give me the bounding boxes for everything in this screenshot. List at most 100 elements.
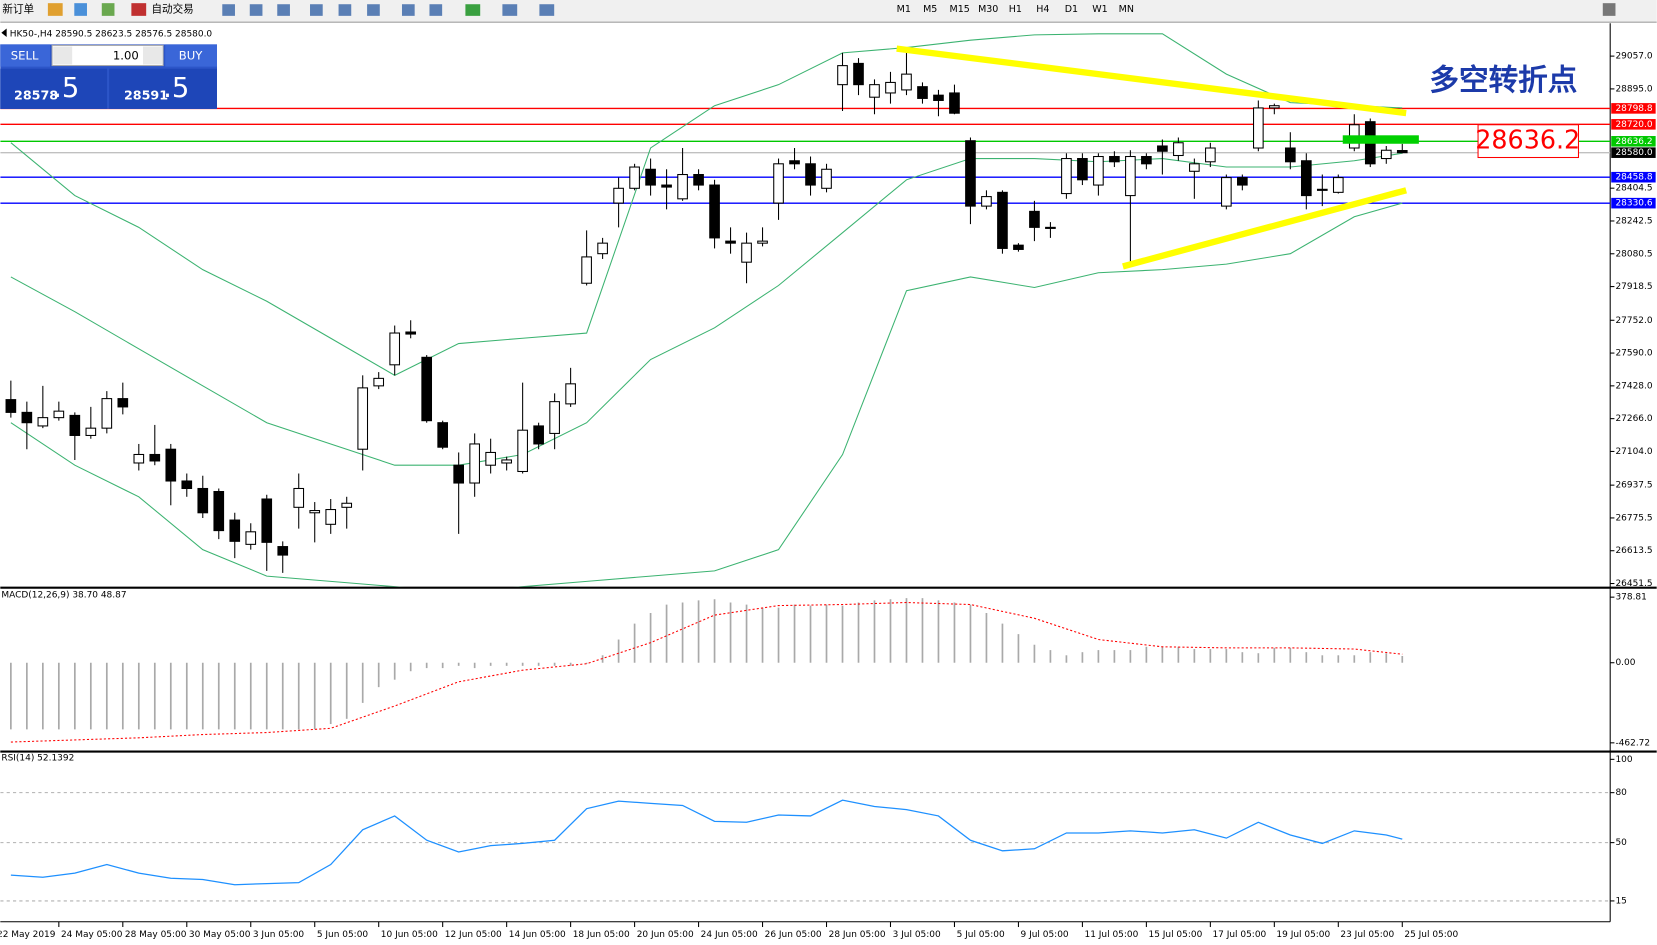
timeframe-button[interactable]: M1: [897, 4, 911, 15]
price-level-label: 28580.0: [1615, 148, 1652, 158]
ask-price[interactable]: 28591: [124, 88, 168, 103]
buy-button[interactable]: [165, 44, 217, 67]
toolbar-icon[interactable]: [310, 4, 323, 16]
candle-body: [261, 498, 273, 543]
toolbar-icon[interactable]: [338, 4, 352, 16]
bid-box[interactable]: [0, 68, 108, 109]
lot-input[interactable]: [51, 44, 164, 67]
buy-label[interactable]: BUY: [179, 49, 203, 63]
toolbar-icon[interactable]: [74, 3, 87, 16]
search-icon[interactable]: [1602, 3, 1616, 16]
bid-price[interactable]: 28578: [14, 88, 58, 103]
candle-body: [677, 174, 688, 200]
bollinger-band: [10, 33, 1403, 376]
candle-body: [389, 332, 401, 366]
timeframe-button[interactable]: M30: [978, 4, 998, 15]
toolbar-icon[interactable]: [465, 4, 481, 16]
timeframe-button[interactable]: D1: [1065, 4, 1078, 15]
toolbar-icon[interactable]: [429, 4, 443, 16]
candle-body: [181, 480, 193, 490]
candle-body: [101, 398, 113, 429]
toolbar-icon[interactable]: [222, 4, 235, 16]
candle-body: [197, 487, 209, 514]
candle-body: [837, 65, 848, 86]
price-level-tag: [1611, 171, 1656, 183]
y-tick-label: 26775.5: [1615, 513, 1652, 523]
candle-body: [1221, 177, 1232, 207]
y-tick-label: 28895.0: [1615, 84, 1652, 94]
y-tick-label: 27104.0: [1615, 447, 1652, 457]
toolbar-icon[interactable]: [539, 4, 555, 16]
sell-button[interactable]: [0, 44, 50, 67]
candle-body: [901, 73, 912, 91]
toolbar-icon[interactable]: [47, 3, 63, 16]
y-tick-label: 0.00: [1615, 658, 1635, 668]
candle-body: [965, 140, 976, 207]
x-tick-label: 24 Jun 05:00: [701, 930, 758, 940]
bid-price-tail[interactable]: .5: [53, 72, 79, 104]
candle-body: [133, 453, 145, 464]
toolbar-icon[interactable]: [249, 4, 263, 16]
x-tick-label: 12 Jun 05:00: [445, 930, 502, 940]
ask-price-tail[interactable]: .5: [163, 72, 189, 104]
ask-box[interactable]: [109, 68, 217, 109]
auto-trading-button[interactable]: 自动交易: [151, 3, 193, 16]
candle-body: [581, 256, 592, 284]
timeframe-button[interactable]: M15: [950, 4, 970, 15]
candle-body: [501, 459, 512, 464]
toolbar-icon[interactable]: [101, 3, 115, 16]
candle-body: [517, 429, 528, 473]
x-tick-label: 5 Jul 05:00: [957, 930, 1005, 940]
candle-body: [277, 546, 289, 556]
candle-body: [757, 240, 768, 244]
toolbar-icon[interactable]: [277, 4, 290, 16]
candle-body: [1300, 160, 1312, 197]
price-callout: 28636.2: [1475, 125, 1580, 155]
candle-body: [21, 411, 33, 424]
x-tick-label: 11 Jul 05:00: [1085, 930, 1139, 940]
price-axis: 29057.0 28895.0 28404.5 28242.5 28080.5 27918…: [1610, 52, 1656, 589]
price-level-label: 28636.2: [1615, 137, 1652, 147]
candle-body: [165, 448, 177, 482]
timeframe-button[interactable]: W1: [1092, 4, 1107, 15]
candle-body: [1109, 155, 1120, 163]
candle-body: [357, 387, 369, 450]
candle-body: [469, 443, 480, 484]
sell-label[interactable]: SELL: [11, 49, 39, 63]
lot-down[interactable]: [53, 46, 73, 65]
y-tick-label: 27266.0: [1615, 414, 1652, 424]
lot-value[interactable]: 1.00: [113, 49, 139, 63]
candle-body: [37, 417, 49, 427]
y-tick-label: -462.72: [1615, 738, 1650, 748]
lot-up[interactable]: [143, 46, 163, 65]
price-level-tag: [1611, 147, 1656, 158]
timeframe-button[interactable]: MN: [1119, 4, 1134, 15]
candle-body: [1141, 155, 1152, 165]
time-axis: 22 May 2019 24 May 05:00 28 May 05:00 30 Ma…: [0, 921, 1458, 940]
plot-area: [10, 598, 1404, 743]
auto-trading-icon[interactable]: [131, 3, 147, 16]
x-tick-label: 18 Jun 05:00: [573, 930, 630, 940]
drawings: [896, 45, 1419, 270]
timeframe-button[interactable]: M5: [923, 4, 937, 15]
timeframe-button[interactable]: H1: [1009, 4, 1022, 15]
symbol-marker: [1, 28, 7, 37]
price-axis: 378.81 0.00 -462.72: [1610, 593, 1650, 748]
toolbar-icon[interactable]: [367, 4, 380, 16]
candle-body: [85, 427, 97, 436]
x-tick-label: 10 Jun 05:00: [381, 930, 438, 940]
toolbar-icon[interactable]: [401, 4, 415, 16]
x-tick-label: 19 Jul 05:00: [1276, 930, 1330, 940]
timeframe-button[interactable]: H4: [1036, 4, 1049, 15]
candle-body: [405, 331, 417, 335]
toolbar-icon[interactable]: [502, 4, 518, 16]
candle-body: [1173, 142, 1184, 157]
candle-body: [1269, 105, 1280, 109]
candle-body: [1045, 226, 1056, 229]
candle-body: [453, 464, 464, 484]
candle-body: [565, 383, 576, 405]
x-tick-label: 3 Jun 05:00: [253, 930, 305, 940]
y-tick-label: 28242.5: [1615, 216, 1652, 226]
y-tick-label: 29057.0: [1615, 52, 1652, 62]
new-order-button[interactable]: 新订单: [2, 3, 34, 16]
